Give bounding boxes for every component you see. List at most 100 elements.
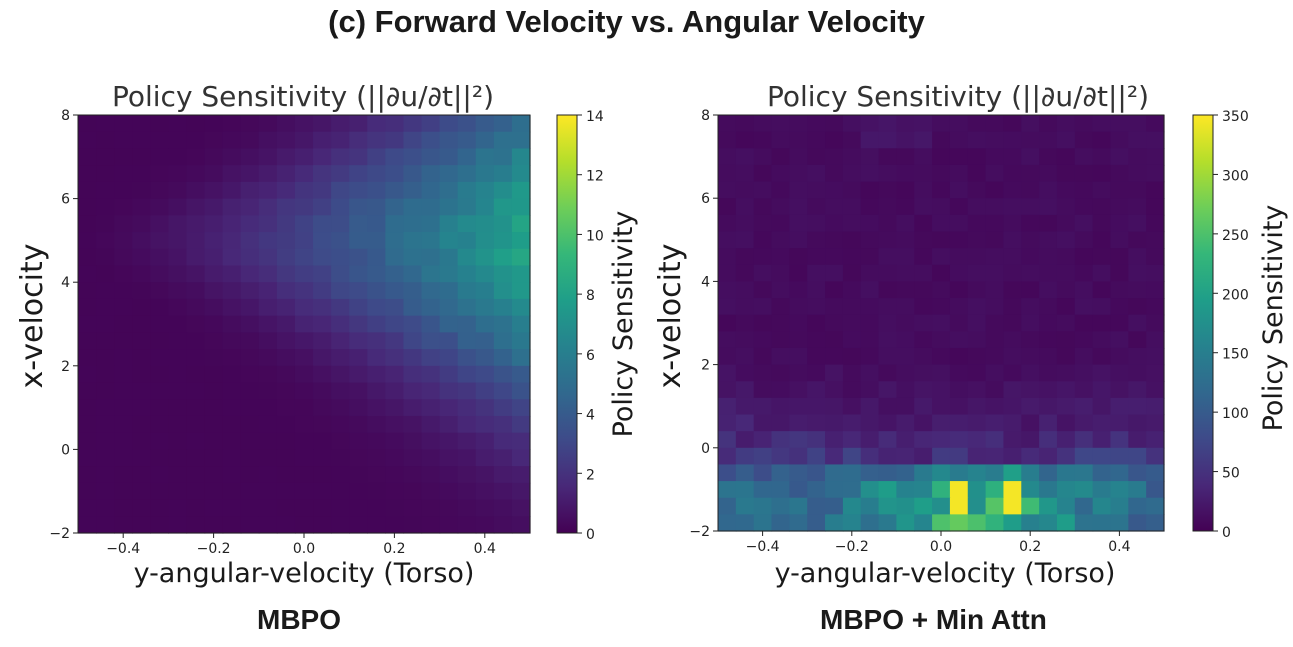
- heatmap-cell: [1003, 481, 1022, 499]
- heatmap-cell: [860, 264, 880, 282]
- heatmap-cell: [222, 365, 242, 384]
- heatmap-cell: [78, 365, 97, 384]
- colorbar-tick-label: 0: [1222, 525, 1231, 541]
- heatmap-cell: [258, 499, 278, 517]
- heatmap-cell: [258, 148, 278, 166]
- heatmap-cell: [1074, 447, 1094, 466]
- heatmap-cell: [1021, 381, 1040, 399]
- heatmap-cell: [132, 399, 151, 417]
- heatmap-cell: [932, 431, 951, 449]
- heatmap-cell: [475, 282, 495, 300]
- heatmap-cell: [949, 314, 969, 332]
- heatmap-cell: [753, 414, 773, 432]
- heatmap-cell: [718, 264, 737, 282]
- heatmap-cell: [78, 148, 97, 166]
- heatmap-cell: [240, 382, 260, 400]
- heatmap-cell: [204, 215, 224, 233]
- heatmap-cell: [313, 265, 332, 283]
- heatmap-cell: [1039, 314, 1058, 332]
- heatmap-cell: [1003, 164, 1022, 183]
- heatmap-cell: [511, 382, 531, 400]
- heatmap-cell: [457, 148, 477, 166]
- heatmap-cell: [771, 298, 790, 316]
- heatmap-cell: [1092, 148, 1112, 166]
- heatmap-cell: [825, 481, 844, 499]
- heatmap-cell: [1003, 364, 1022, 382]
- heatmap-cell: [222, 499, 242, 517]
- heatmap-cell: [1056, 497, 1076, 515]
- heatmap-cell: [313, 499, 332, 517]
- heatmap-cell: [349, 298, 368, 317]
- heatmap-cell: [771, 248, 790, 266]
- heatmap-cell: [825, 181, 844, 199]
- heatmap-cell: [276, 482, 296, 501]
- heatmap-cell: [1128, 397, 1147, 416]
- heatmap-cell: [932, 198, 951, 216]
- heatmap-cell: [457, 466, 477, 484]
- heatmap-cell: [114, 382, 133, 400]
- heatmap-cell: [96, 265, 115, 283]
- heatmap-cell: [385, 332, 405, 350]
- heatmap-cell: [96, 232, 115, 250]
- heatmap-cell: [367, 265, 386, 283]
- heatmap-cell: [1092, 264, 1112, 282]
- heatmap-cell: [403, 198, 423, 216]
- heatmap-cell: [825, 164, 844, 183]
- heatmap-cell: [914, 248, 933, 266]
- heatmap-cell: [114, 432, 133, 450]
- colorbar-ticks: 0 2 4 6 8 10 12 14: [577, 109, 604, 543]
- heatmap-cell: [1110, 497, 1129, 515]
- heatmap-cell: [1021, 181, 1040, 199]
- heatmap-cell: [186, 432, 206, 450]
- heatmap-cell: [1039, 414, 1058, 432]
- heatmap-cell: [1110, 431, 1129, 449]
- heatmap-cell: [735, 131, 755, 149]
- heatmap-cell: [132, 332, 151, 350]
- heatmap-cell: [1074, 414, 1094, 432]
- colorbar-tick-label: 4: [586, 408, 595, 424]
- heatmap-cell: [186, 349, 206, 367]
- heatmap-cell: [1003, 298, 1022, 316]
- heatmap-cell: [96, 131, 115, 150]
- heatmap-cell: [331, 181, 350, 200]
- heatmap-cell: [114, 499, 133, 517]
- heatmap-cell: [222, 332, 242, 350]
- heatmap-cell: [914, 281, 933, 299]
- heatmap-cell: [1110, 298, 1129, 316]
- heatmap-cell: [771, 397, 790, 416]
- heatmap-cell: [204, 382, 224, 400]
- heatmap-cell: [114, 482, 133, 501]
- heatmap-cell: [313, 432, 332, 450]
- heatmap-cell: [860, 281, 880, 299]
- heatmap-cell: [914, 464, 933, 482]
- heatmap-cell: [457, 198, 477, 216]
- heatmap-cell: [1128, 248, 1147, 266]
- heatmap-cell: [932, 298, 951, 316]
- heatmap-cell: [150, 282, 169, 300]
- heatmap-cell: [718, 464, 737, 482]
- heatmap-cell: [1003, 347, 1022, 366]
- heatmap-cell: [753, 514, 773, 532]
- heatmap-cell: [789, 181, 808, 199]
- heatmap-cell: [150, 198, 169, 216]
- heatmap-cell: [493, 315, 513, 333]
- x-tick-label: 0.4: [474, 541, 496, 557]
- heatmap-cell: [222, 215, 242, 233]
- heatmap-cell: [367, 399, 386, 417]
- heatmap-cell: [493, 248, 513, 267]
- heatmap-cell: [860, 131, 880, 149]
- heatmap-cell: [1021, 281, 1040, 299]
- heatmap-cell: [439, 232, 459, 250]
- heatmap-cell: [511, 516, 531, 534]
- heatmap-cell: [276, 399, 296, 417]
- heatmap-cell: [718, 198, 737, 216]
- heatmap-cell: [475, 315, 495, 333]
- heatmap-cell: [985, 331, 1005, 349]
- heatmap-cell: [1110, 214, 1129, 233]
- heatmap-cell: [132, 248, 151, 267]
- heatmap-cell: [914, 347, 933, 366]
- heatmap-cell: [1110, 131, 1129, 149]
- heatmap-cell: [914, 198, 933, 216]
- heatmap-cell: [457, 265, 477, 283]
- heatmap-cell: [114, 466, 133, 484]
